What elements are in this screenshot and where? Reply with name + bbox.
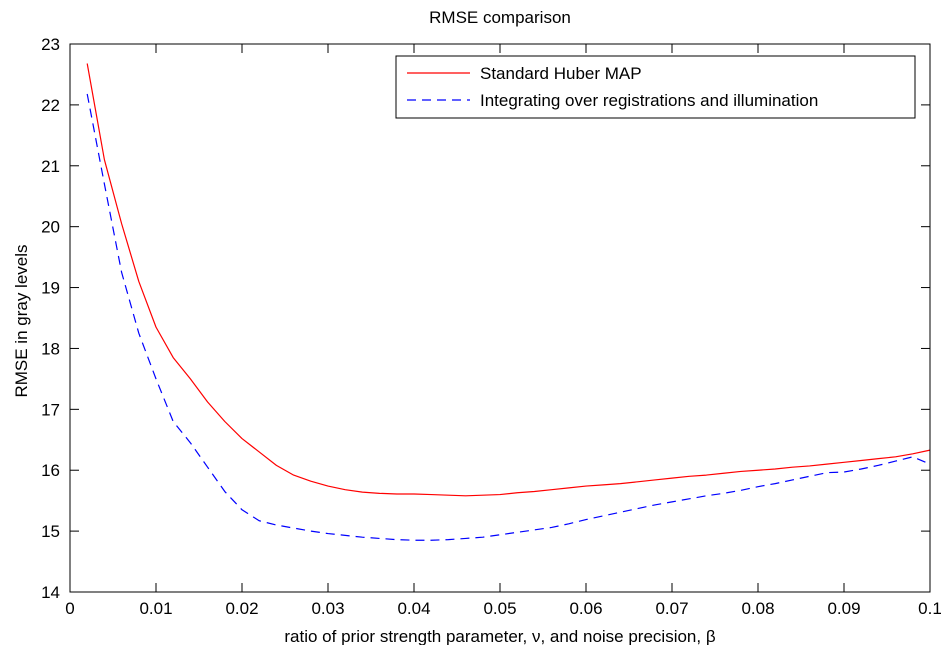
y-tick-label: 15 bbox=[41, 522, 60, 541]
legend-label-huber: Standard Huber MAP bbox=[480, 64, 642, 83]
legend-box bbox=[395, 55, 916, 119]
y-axis-title: RMSE in gray levels bbox=[12, 244, 31, 397]
x-tick-label: 0.1 bbox=[918, 599, 942, 618]
x-tick-label: 0.04 bbox=[397, 599, 430, 618]
legend-label-integrating: Integrating over registrations and illum… bbox=[480, 91, 818, 110]
x-tick-label: 0.02 bbox=[225, 599, 258, 618]
x-tick-label: 0.07 bbox=[655, 599, 688, 618]
legend: Standard Huber MAP Integrating over regi… bbox=[395, 55, 916, 119]
x-tick-label: 0.09 bbox=[827, 599, 860, 618]
axes: 0 0.01 0.02 0.03 0.04 0.05 0.06 0.07 0.08 0.09 0.1… bbox=[41, 35, 942, 618]
plot-area bbox=[86, 63, 931, 541]
x-tick-label: 0.01 bbox=[139, 599, 172, 618]
y-tick-label: 20 bbox=[41, 218, 60, 237]
series-line-huber-map bbox=[86, 63, 931, 497]
chart-title: RMSE comparison bbox=[429, 8, 571, 27]
y-tick-label: 19 bbox=[41, 279, 60, 298]
x-tick-label: 0.06 bbox=[569, 599, 602, 618]
y-tick-label: 16 bbox=[41, 461, 60, 480]
y-tick-label: 17 bbox=[41, 400, 60, 419]
x-tick-label: 0.08 bbox=[741, 599, 774, 618]
y-tick-label: 21 bbox=[41, 157, 60, 176]
x-tick-label: 0 bbox=[65, 599, 74, 618]
x-tick-label: 0.05 bbox=[483, 599, 516, 618]
y-tick-label: 22 bbox=[41, 96, 60, 115]
y-tick-label: 14 bbox=[41, 583, 60, 602]
x-tick-label: 0.03 bbox=[311, 599, 344, 618]
y-tick-label: 23 bbox=[41, 35, 60, 54]
y-tick-label: 18 bbox=[41, 339, 60, 358]
series-line-integrating bbox=[86, 93, 931, 541]
x-axis-title: ratio of prior strength parameter, ν, an… bbox=[284, 627, 715, 645]
